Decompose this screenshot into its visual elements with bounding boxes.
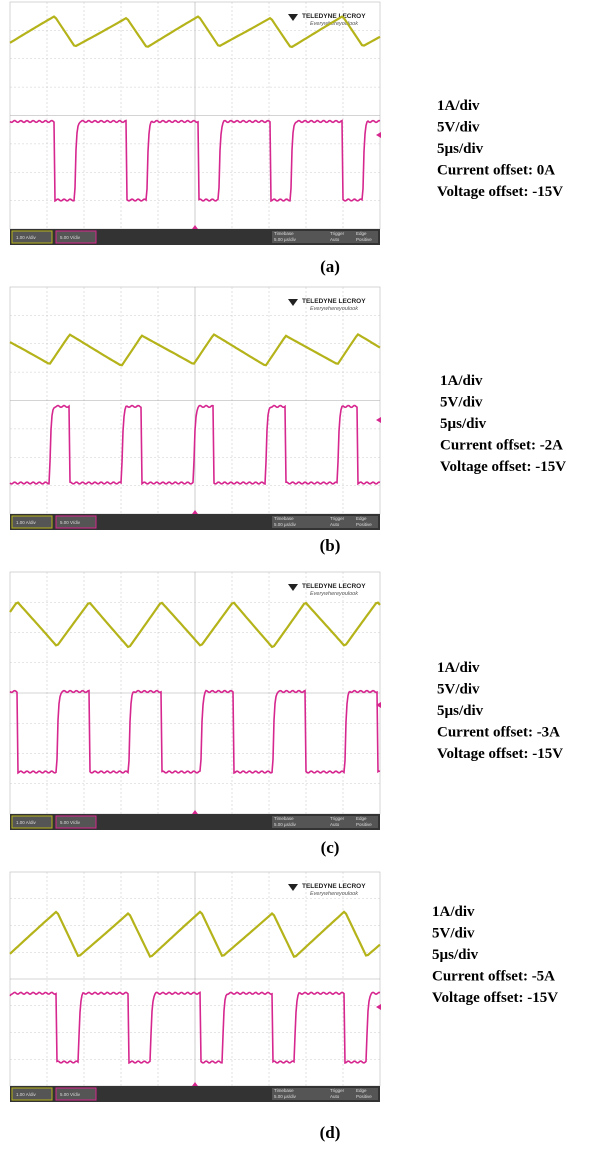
readout: 1.00 A/div bbox=[16, 1092, 37, 1097]
setting: 5µs/div bbox=[432, 947, 479, 963]
setting: 1A/div bbox=[437, 660, 480, 676]
logo: TELEDYNE LECROY bbox=[302, 583, 366, 590]
setting: 1A/div bbox=[440, 373, 483, 389]
readout: Timebase bbox=[274, 231, 294, 236]
readout: 1.00 A/div bbox=[16, 820, 37, 825]
readout: Auto bbox=[330, 522, 340, 527]
setting: 5µs/div bbox=[437, 703, 484, 719]
panel-label: (c) bbox=[321, 838, 340, 857]
tagline: Everywhereyoulook bbox=[310, 891, 358, 897]
figure: TELEDYNE LECROYEverywhereyoulook1.00 A/d… bbox=[0, 0, 608, 1149]
tagline: Everywhereyoulook bbox=[310, 591, 358, 597]
readout: 5.00 µs/div bbox=[274, 822, 297, 827]
readout: Positive bbox=[356, 237, 372, 242]
setting: Voltage offset: -15V bbox=[440, 459, 566, 475]
readout: 5.00 µs/div bbox=[274, 522, 297, 527]
readout: Timebase bbox=[274, 516, 294, 521]
readout: 5.00 V/div bbox=[60, 820, 81, 825]
setting: Current offset: -5A bbox=[432, 969, 555, 985]
logo: TELEDYNE LECROY bbox=[302, 13, 366, 20]
setting: 1A/div bbox=[437, 98, 480, 114]
logo: TELEDYNE LECROY bbox=[302, 883, 366, 890]
readout: Timebase bbox=[274, 1088, 294, 1093]
readout: 5.00 V/div bbox=[60, 235, 81, 240]
tagline: Everywhereyoulook bbox=[310, 306, 358, 312]
readout: Edge bbox=[356, 231, 367, 236]
readout: Timebase bbox=[274, 816, 294, 821]
readout: Trigger bbox=[330, 516, 345, 521]
setting: 5µs/div bbox=[437, 141, 484, 157]
readout: Auto bbox=[330, 822, 340, 827]
readout: 5.00 µs/div bbox=[274, 1094, 297, 1099]
setting: Voltage offset: -15V bbox=[432, 990, 558, 1006]
setting: Current offset: -3A bbox=[437, 725, 560, 741]
readout: 5.00 V/div bbox=[60, 1092, 81, 1097]
readout: Trigger bbox=[330, 231, 345, 236]
logo: TELEDYNE LECROY bbox=[302, 298, 366, 305]
setting: 5µs/div bbox=[440, 416, 487, 432]
setting: 5V/div bbox=[432, 926, 475, 942]
panel-label: (b) bbox=[320, 536, 341, 555]
readout: Trigger bbox=[330, 1088, 345, 1093]
readout: 1.00 A/div bbox=[16, 520, 37, 525]
readout: Positive bbox=[356, 1094, 372, 1099]
setting: Voltage offset: -15V bbox=[437, 184, 563, 200]
setting: Current offset: -2A bbox=[440, 438, 563, 454]
readout: Auto bbox=[330, 237, 340, 242]
readout: Trigger bbox=[330, 816, 345, 821]
readout: Auto bbox=[330, 1094, 340, 1099]
panel-label: (d) bbox=[320, 1123, 341, 1142]
setting: Current offset: 0A bbox=[437, 163, 555, 179]
readout: Positive bbox=[356, 522, 372, 527]
readout: Edge bbox=[356, 516, 367, 521]
readout: Edge bbox=[356, 816, 367, 821]
setting: 5V/div bbox=[440, 395, 483, 411]
readout: 1.00 A/div bbox=[16, 235, 37, 240]
setting: Voltage offset: -15V bbox=[437, 746, 563, 762]
readout: Positive bbox=[356, 822, 372, 827]
readout: 5.00 V/div bbox=[60, 520, 81, 525]
setting: 1A/div bbox=[432, 904, 475, 920]
setting: 5V/div bbox=[437, 120, 480, 136]
readout: 5.00 µs/div bbox=[274, 237, 297, 242]
setting: 5V/div bbox=[437, 682, 480, 698]
readout: Edge bbox=[356, 1088, 367, 1093]
panel-label: (a) bbox=[320, 257, 340, 276]
